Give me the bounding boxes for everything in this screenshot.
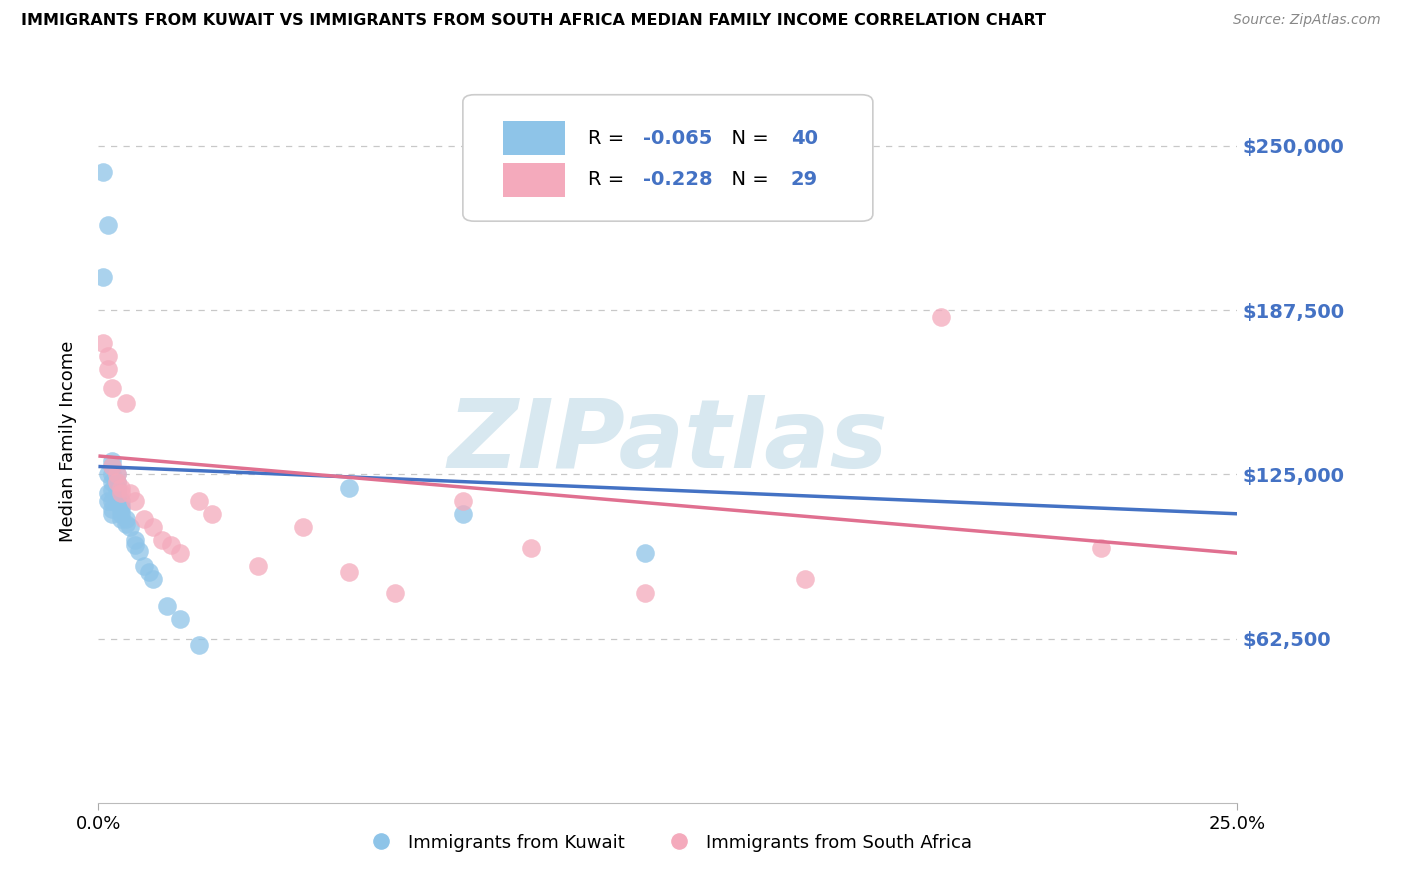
Text: -0.228: -0.228: [643, 170, 713, 189]
Point: [91, 336, 114, 351]
Point: [929, 310, 952, 324]
Point: [451, 493, 474, 508]
Point: [105, 475, 128, 490]
Text: R =: R =: [588, 170, 631, 189]
Point: [337, 565, 360, 579]
Point: [101, 467, 124, 482]
Point: [96, 349, 118, 363]
Point: [110, 493, 132, 508]
Point: [101, 507, 124, 521]
Point: [96, 493, 118, 508]
Point: [128, 543, 150, 558]
Point: [91, 270, 114, 285]
Y-axis label: Median Family Income: Median Family Income: [59, 341, 77, 542]
Point: [101, 459, 124, 474]
Point: [110, 481, 132, 495]
Point: [105, 475, 128, 490]
Point: [451, 507, 474, 521]
Point: [156, 599, 179, 613]
Point: [96, 467, 118, 482]
Point: [110, 499, 132, 513]
Point: [124, 493, 146, 508]
Point: [105, 485, 128, 500]
Point: [101, 454, 124, 468]
Point: [132, 512, 155, 526]
Point: [101, 381, 124, 395]
Point: [105, 491, 128, 505]
Point: [114, 512, 136, 526]
Point: [110, 501, 132, 516]
Text: -0.065: -0.065: [643, 128, 713, 147]
Point: [384, 585, 406, 599]
FancyBboxPatch shape: [503, 162, 565, 197]
Point: [169, 546, 191, 560]
Point: [105, 467, 128, 482]
Point: [142, 520, 165, 534]
Point: [634, 546, 657, 560]
Point: [160, 538, 183, 552]
Point: [96, 362, 118, 376]
Point: [110, 485, 132, 500]
Text: 40: 40: [790, 128, 818, 147]
Point: [337, 481, 360, 495]
Point: [132, 559, 155, 574]
Point: [169, 612, 191, 626]
Point: [124, 533, 146, 547]
Text: ZIPatlas: ZIPatlas: [447, 395, 889, 488]
Text: N =: N =: [718, 170, 775, 189]
Point: [105, 481, 128, 495]
Point: [187, 638, 209, 652]
Text: IMMIGRANTS FROM KUWAIT VS IMMIGRANTS FROM SOUTH AFRICA MEDIAN FAMILY INCOME CORR: IMMIGRANTS FROM KUWAIT VS IMMIGRANTS FRO…: [21, 13, 1046, 29]
Text: 29: 29: [790, 170, 818, 189]
Point: [96, 485, 118, 500]
Point: [101, 475, 124, 490]
Point: [138, 565, 160, 579]
Point: [101, 501, 124, 516]
Point: [91, 165, 114, 179]
Point: [120, 520, 142, 534]
Point: [101, 483, 124, 497]
Point: [105, 496, 128, 510]
Legend: Immigrants from Kuwait, Immigrants from South Africa: Immigrants from Kuwait, Immigrants from …: [356, 826, 980, 859]
Point: [520, 541, 543, 555]
Point: [246, 559, 269, 574]
Point: [187, 493, 209, 508]
Point: [142, 573, 165, 587]
Point: [101, 459, 124, 474]
Point: [292, 520, 315, 534]
Point: [201, 507, 224, 521]
Point: [634, 585, 657, 599]
Point: [114, 396, 136, 410]
FancyBboxPatch shape: [463, 95, 873, 221]
Point: [1090, 541, 1112, 555]
Point: [101, 493, 124, 508]
Point: [110, 507, 132, 521]
Point: [124, 538, 146, 552]
FancyBboxPatch shape: [503, 120, 565, 155]
Text: N =: N =: [718, 128, 775, 147]
Point: [114, 517, 136, 532]
Text: Source: ZipAtlas.com: Source: ZipAtlas.com: [1233, 13, 1381, 28]
Text: R =: R =: [588, 128, 631, 147]
Point: [110, 512, 132, 526]
Point: [96, 218, 118, 232]
Point: [793, 573, 815, 587]
Point: [105, 467, 128, 482]
Point: [120, 485, 142, 500]
Point: [150, 533, 173, 547]
